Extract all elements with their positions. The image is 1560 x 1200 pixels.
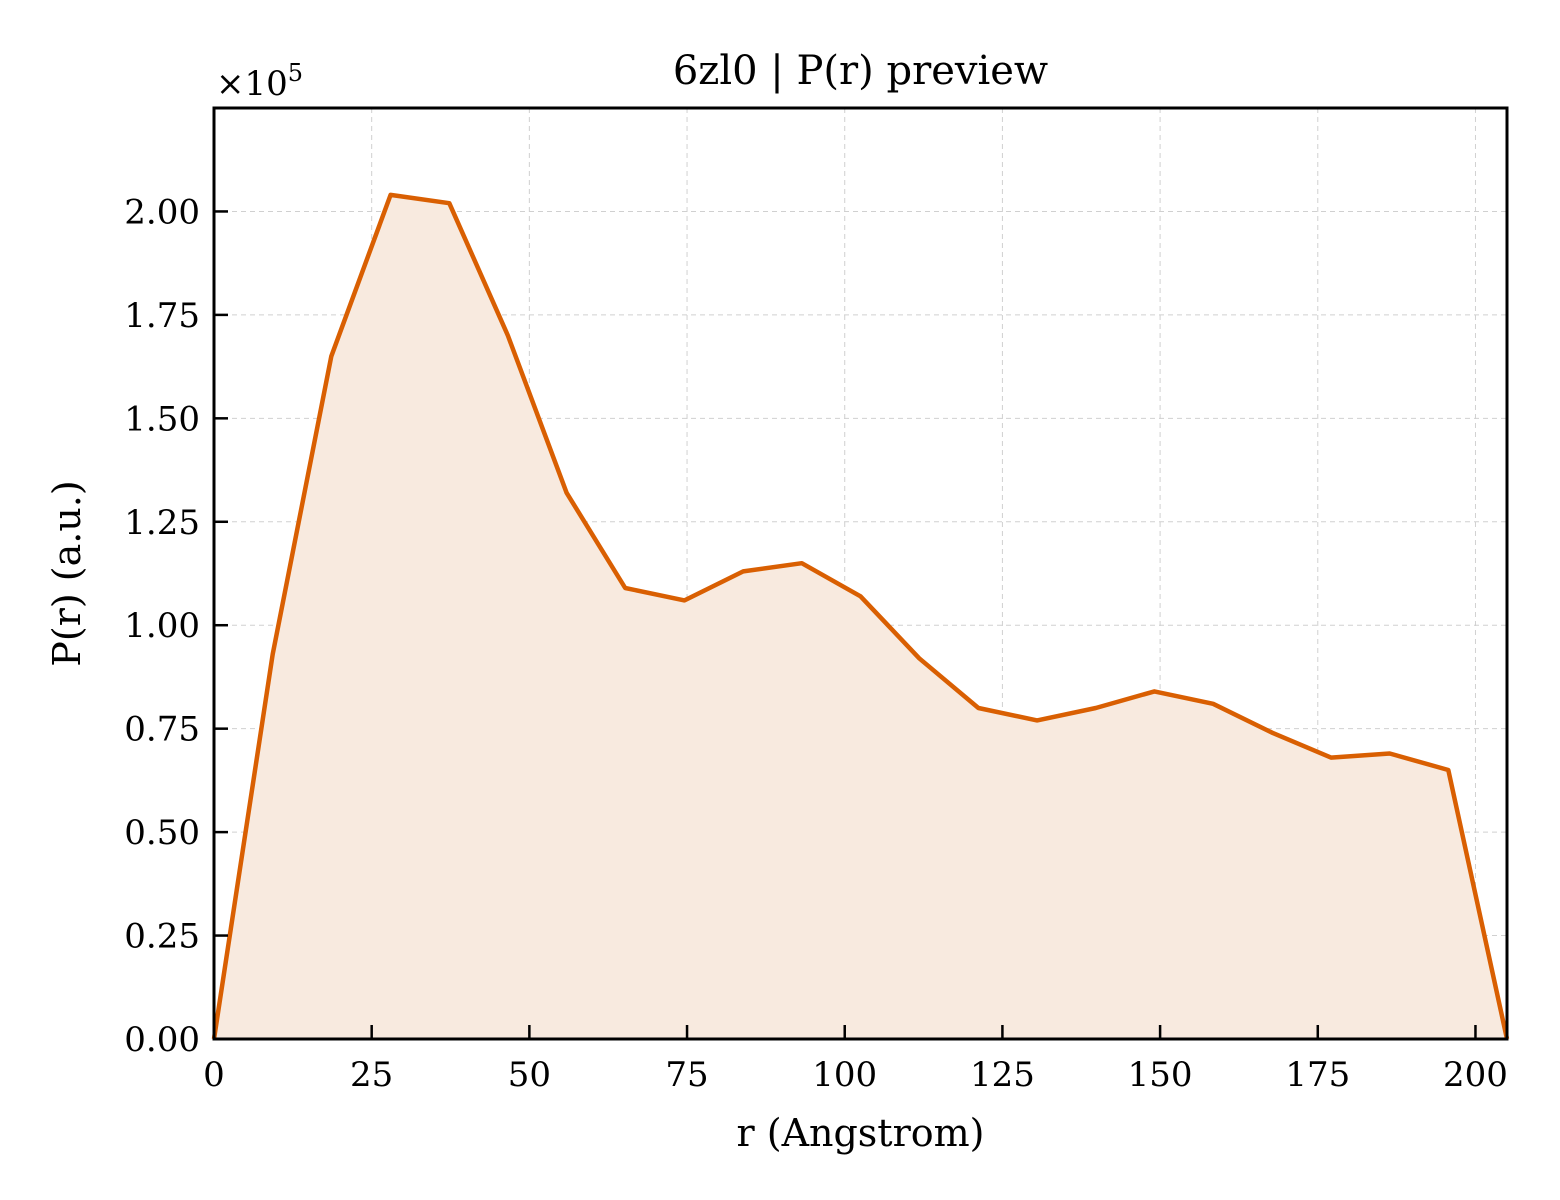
x-tick-label: 0 bbox=[203, 1055, 225, 1095]
y-tick-label: 1.75 bbox=[124, 296, 200, 336]
x-tick-label: 100 bbox=[812, 1055, 877, 1095]
x-axis-label: r (Angstrom) bbox=[737, 1111, 985, 1155]
y-tick-label: 1.25 bbox=[124, 503, 200, 543]
axis-ticks bbox=[212, 210, 1477, 1041]
y-multiplier-exponent: 5 bbox=[288, 59, 303, 87]
y-axis-multiplier: ×105 bbox=[216, 59, 303, 104]
x-tick-label: 50 bbox=[508, 1055, 551, 1095]
y-tick-label: 0.75 bbox=[124, 710, 200, 750]
pr-series-line bbox=[211, 192, 1510, 1040]
x-tick-label: 75 bbox=[665, 1055, 708, 1095]
y-axis-label: P(r) (a.u.) bbox=[45, 480, 89, 666]
x-tick-label: 25 bbox=[350, 1055, 393, 1095]
tick-labels: 0 25 50 75 100 125 150 175 200 0.00 0.25 0.50 0.75 1.… bbox=[124, 192, 1508, 1095]
x-tick-label: 150 bbox=[1128, 1055, 1193, 1095]
x-tick-label: 125 bbox=[970, 1055, 1035, 1095]
plot-frame bbox=[212, 106, 1509, 1041]
y-tick-label: 0.25 bbox=[124, 917, 200, 957]
y-multiplier-base: ×10 bbox=[216, 64, 288, 104]
y-tick-label: 1.00 bbox=[124, 606, 200, 646]
y-tick-label: 2.00 bbox=[124, 192, 200, 232]
pr-area-fill bbox=[214, 194, 1507, 1039]
y-tick-label: 0.00 bbox=[124, 1020, 200, 1060]
x-tick-label: 200 bbox=[1443, 1055, 1508, 1095]
y-tick-label: 1.50 bbox=[124, 399, 200, 439]
chart-title: 6zl0 | P(r) preview bbox=[673, 48, 1048, 94]
x-tick-label: 175 bbox=[1285, 1055, 1350, 1095]
y-tick-label: 0.50 bbox=[124, 813, 200, 853]
